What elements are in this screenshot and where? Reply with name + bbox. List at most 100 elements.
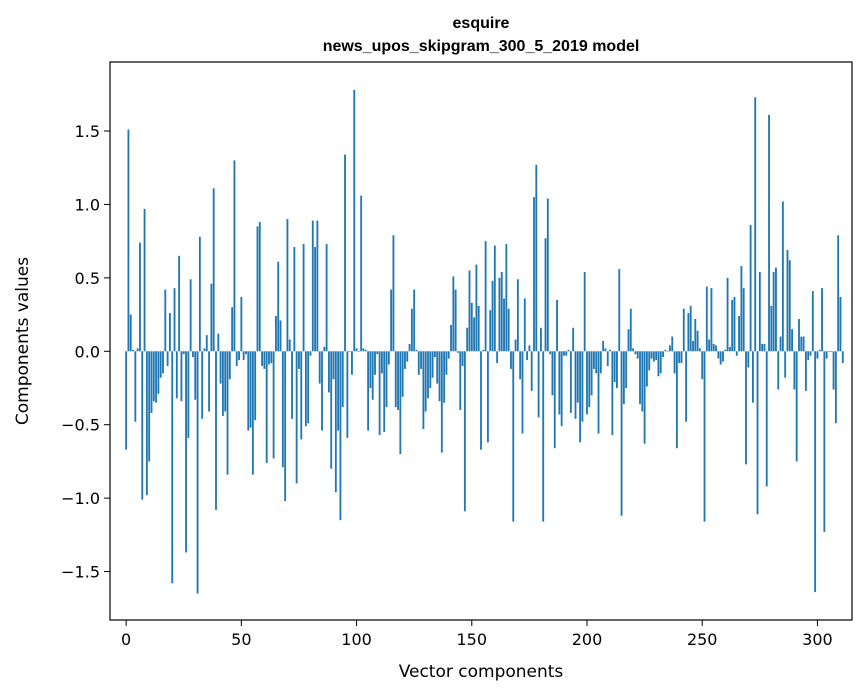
bar-251: [703, 351, 706, 522]
y-tick-label-0.5: 0.5: [75, 269, 100, 288]
bar-277: [763, 343, 766, 352]
bar-161: [496, 351, 499, 364]
bar-75: [298, 351, 300, 369]
bar-76: [300, 351, 303, 440]
y-tick-label--1.5: −1.5: [61, 563, 100, 582]
bar-178: [535, 164, 538, 352]
chart-title: esquire: [453, 15, 510, 32]
bar-281: [772, 271, 775, 352]
bar-145: [459, 351, 462, 411]
bar-85: [321, 351, 323, 431]
bar-309: [837, 235, 840, 352]
bar-26: [185, 351, 187, 553]
bar-167: [510, 351, 512, 369]
bar-41: [219, 351, 222, 384]
bar-252: [705, 286, 708, 352]
bar-168: [512, 351, 515, 522]
bar-2: [129, 314, 132, 352]
bar-56: [254, 351, 257, 421]
bar-125: [413, 289, 416, 352]
bar-193: [569, 351, 572, 413]
bar-293: [800, 336, 803, 352]
bar-93: [339, 351, 342, 521]
bar-130: [424, 351, 427, 412]
bar-169: [514, 339, 517, 352]
bar-202: [590, 351, 593, 396]
bar-240: [678, 351, 681, 364]
bar-194: [572, 327, 575, 352]
bar-155: [482, 349, 485, 352]
bar-308: [834, 351, 837, 424]
bars-group: [125, 89, 844, 594]
bar-132: [429, 351, 432, 388]
bar-271: [749, 224, 752, 352]
bar-195: [574, 351, 577, 419]
bar-262: [728, 346, 731, 352]
bar-100: [355, 348, 358, 352]
bar-253: [708, 339, 711, 352]
bar-87: [325, 244, 328, 352]
bar-189: [560, 351, 563, 427]
bar-0: [125, 351, 128, 450]
bar-292: [798, 318, 800, 352]
bar-192: [567, 349, 570, 352]
bar-10: [148, 351, 151, 462]
bar-198: [581, 351, 584, 422]
bar-297: [809, 351, 812, 356]
bar-234: [664, 349, 667, 352]
bar-232: [659, 351, 662, 374]
bar-47: [233, 160, 236, 352]
bar-15: [159, 351, 162, 378]
bar-25: [182, 351, 185, 355]
bar-43: [224, 351, 227, 412]
bar-266: [738, 316, 741, 352]
bar-264: [733, 296, 736, 352]
bar-103: [362, 348, 365, 352]
bar-118: [397, 351, 399, 411]
bar-267: [740, 266, 743, 352]
x-tick-label-300: 300: [802, 630, 833, 649]
x-tick-label-150: 150: [457, 630, 488, 649]
bar-170: [516, 279, 519, 352]
bar-288: [788, 260, 791, 352]
bar-278: [765, 351, 768, 487]
x-tick-label-0: 0: [121, 630, 131, 649]
bar-158: [489, 310, 492, 352]
bar-255: [712, 343, 715, 352]
bar-149: [468, 270, 471, 352]
bar-268: [742, 288, 745, 352]
bar-214: [618, 269, 621, 352]
bar-282: [775, 267, 777, 352]
bar-219: [629, 308, 632, 352]
bar-95: [344, 154, 346, 352]
bar-33: [201, 351, 204, 419]
bar-105: [367, 351, 370, 431]
bar-117: [394, 351, 397, 408]
bar-298: [811, 291, 814, 352]
bar-209: [606, 351, 609, 366]
bar-12: [152, 351, 155, 402]
bar-173: [523, 298, 526, 352]
bar-207: [602, 341, 605, 352]
bar-81: [311, 220, 314, 352]
bar-51: [242, 351, 245, 361]
bar-174: [526, 351, 529, 361]
bar-114: [387, 351, 390, 365]
bar-129: [422, 351, 425, 430]
bar-249: [698, 348, 701, 352]
bar-303: [823, 351, 826, 532]
bar-280: [770, 305, 773, 352]
bar-11: [150, 351, 153, 413]
bar-295: [804, 351, 807, 391]
bar-156: [484, 241, 487, 352]
bar-64: [272, 351, 275, 459]
bar-269: [745, 351, 747, 465]
bar-305: [828, 351, 830, 352]
bar-20: [171, 351, 174, 584]
bar-244: [687, 313, 690, 352]
bar-28: [189, 279, 192, 352]
bar-49: [238, 351, 240, 361]
bar-263: [731, 299, 734, 352]
bar-201: [588, 351, 591, 408]
bar-35: [205, 335, 208, 352]
